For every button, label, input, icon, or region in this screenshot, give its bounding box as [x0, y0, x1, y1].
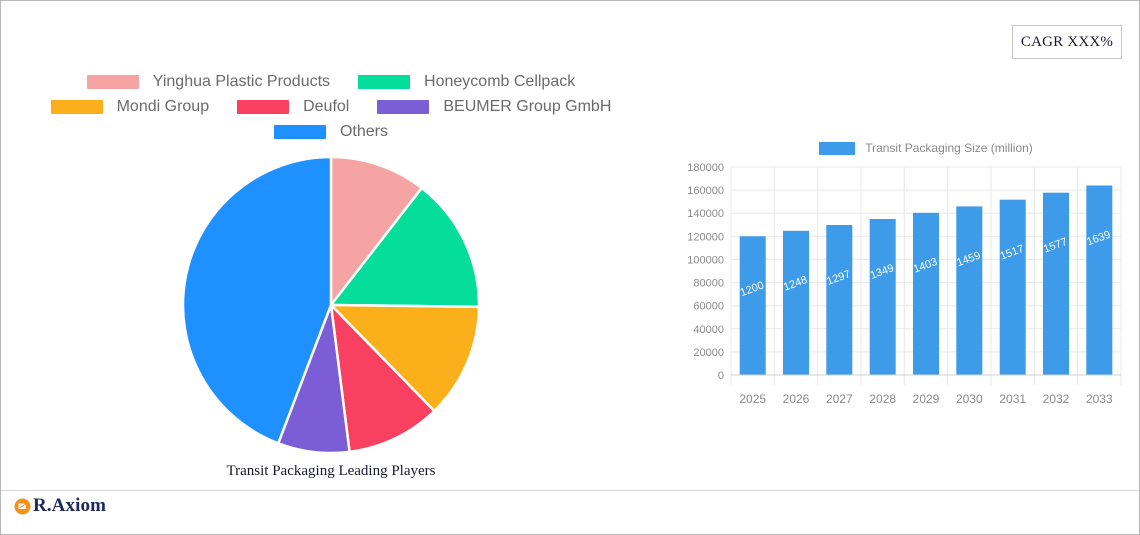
pie-chart-graphic: [181, 155, 481, 455]
bar[interactable]: [869, 219, 896, 375]
pie-legend: Yinghua Plastic Products Honeycomb Cellpa…: [21, 61, 641, 141]
logo-circle-icon: [14, 498, 31, 514]
pie-legend-label: Honeycomb Cellpack: [424, 73, 576, 90]
pie-legend-item[interactable]: Yinghua Plastic Products: [86, 73, 331, 91]
cagr-badge-text: CAGR XXX%: [1020, 33, 1114, 50]
cagr-badge: CAGR XXX%: [1012, 25, 1122, 59]
y-axis-tick-label: 100000: [687, 254, 724, 266]
pie-legend-label: Deufol: [303, 98, 350, 115]
pie-legend-row: Others: [21, 123, 641, 141]
x-axis-tick-label: 2029: [913, 392, 940, 406]
pie-legend-swatch: [358, 75, 411, 89]
pie-legend-item[interactable]: Honeycomb Cellpack: [358, 73, 575, 91]
bar[interactable]: [913, 212, 939, 375]
y-axis-tick-label: 120000: [687, 231, 724, 243]
footer-bar: R.Axiom: [1, 490, 1139, 534]
bar-legend-swatch: [819, 141, 856, 155]
pie-slice[interactable]: [328, 186, 481, 309]
pie-legend-swatch: [86, 75, 139, 89]
bar-svg: 0 20000 40000 60000 80000 100000 120000 140000 1…: [687, 162, 1124, 406]
x-axis-tick-label: 2026: [783, 392, 810, 406]
bar-legend-label: Transit Packaging Size (million): [865, 141, 1033, 155]
pie-legend-swatch: [50, 100, 103, 114]
pie-legend-row: Yinghua Plastic Products Honeycomb Cellpa…: [21, 73, 641, 91]
y-axis-tick-label: 60000: [693, 301, 724, 313]
bar[interactable]: [999, 199, 1026, 375]
pie-legend-swatch: [237, 100, 290, 114]
bar[interactable]: [1086, 185, 1113, 376]
pie-legend-item[interactable]: Deufol: [237, 98, 349, 116]
bar[interactable]: [783, 230, 809, 375]
x-axis-tick-label: 2027: [826, 392, 853, 406]
pie-legend-swatch: [377, 100, 430, 114]
pie-legend-item[interactable]: BEUMER Group GmbH: [377, 98, 611, 116]
x-axis-tick-label: 2033: [1086, 392, 1113, 406]
pie-legend-label: Others: [339, 123, 388, 140]
bar[interactable]: [956, 206, 983, 375]
pie-slice[interactable]: [329, 155, 424, 309]
bar[interactable]: [826, 225, 853, 375]
pie-legend-label: Yinghua Plastic Products: [152, 73, 331, 90]
y-axis-tick-label: 160000: [687, 185, 724, 197]
pie-chart-title: Transit Packaging Leading Players: [226, 463, 436, 479]
y-axis-tick-label: 180000: [687, 162, 724, 174]
x-axis-tick-label: 2032: [1043, 392, 1070, 406]
pie-svg: [181, 155, 481, 455]
y-axis-tick-label: 20000: [693, 347, 724, 359]
y-axis-tick-label: 140000: [687, 208, 724, 220]
pie-legend-swatch: [273, 125, 326, 139]
pie-legend-item[interactable]: Others: [273, 123, 388, 141]
x-axis-tick-label: 2025: [739, 392, 766, 406]
x-axis-tick-label: 2030: [956, 392, 983, 406]
bar[interactable]: [739, 236, 766, 375]
y-axis-tick-label: 80000: [693, 278, 724, 290]
pie-legend-item[interactable]: Mondi Group: [50, 98, 210, 116]
pie-slice[interactable]: [327, 303, 481, 413]
brand-logo: R.Axiom: [14, 495, 106, 517]
x-axis-tick-label: 2028: [869, 392, 896, 406]
y-axis-tick-label: 0: [718, 370, 724, 382]
pie-legend-row: Mondi Group Deufol BEUMER Group GmbH: [21, 98, 641, 116]
y-axis-tick-label: 40000: [693, 324, 724, 336]
pie-chart-panel: Yinghua Plastic Products Honeycomb Cellpa…: [1, 61, 661, 491]
pie-legend-label: BEUMER Group GmbH: [443, 98, 612, 115]
logo-text: R.Axiom: [33, 495, 106, 516]
pie-slice[interactable]: [329, 301, 437, 454]
bar-legend: Transit Packaging Size (million): [673, 141, 1129, 155]
pie-slice[interactable]: [181, 155, 333, 445]
x-axis-tick-label: 2031: [999, 392, 1026, 406]
bar[interactable]: [1043, 192, 1069, 375]
bar-chart-panel: Transit Packaging Size (million) 0 20000 4…: [673, 141, 1129, 413]
pie-legend-label: Mondi Group: [116, 98, 210, 115]
